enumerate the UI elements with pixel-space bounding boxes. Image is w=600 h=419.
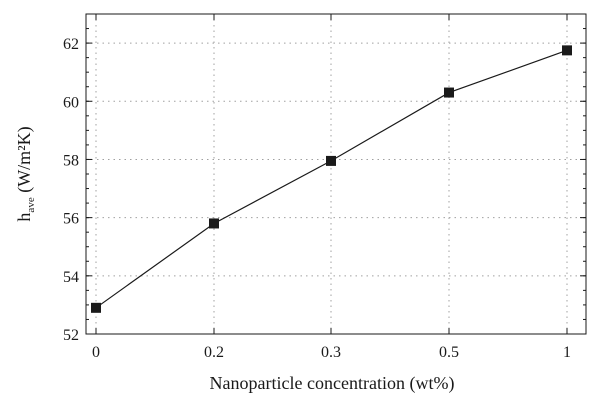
data-point [562, 45, 572, 56]
data-points [91, 45, 572, 313]
y-tick-label: 52 [63, 327, 79, 344]
x-tick-label: 0.5 [439, 344, 459, 361]
data-point [326, 155, 336, 166]
y-tick-label: 56 [63, 211, 79, 228]
y-axis-title-main: h [14, 213, 34, 222]
y-axis-title-subscript: ave [25, 197, 37, 212]
x-tick-label: 0 [92, 344, 100, 361]
x-axis-title: Nanoparticle concentration (wt%) [210, 373, 455, 394]
y-tick-label: 62 [63, 36, 79, 53]
x-axis: 0 0.2 0.3 0.5 1 [92, 14, 571, 361]
y-tick-label: 60 [63, 94, 79, 111]
plot-frame [85, 13, 587, 335]
data-point [209, 218, 219, 229]
y-axis-title: have (W/m²K) [14, 126, 37, 221]
data-point [91, 302, 101, 313]
y-axis-title-unit: (W/m²K) [14, 126, 35, 197]
grid-lines [86, 14, 586, 335]
x-tick-label: 0.3 [321, 344, 341, 361]
y-tick-label: 54 [63, 269, 79, 286]
x-tick-label: 0.2 [204, 344, 224, 361]
y-axis: 52 54 56 58 60 62 [63, 13, 586, 344]
data-point [444, 87, 454, 98]
x-tick-label: 1 [563, 344, 571, 361]
y-tick-label: 58 [63, 152, 79, 169]
